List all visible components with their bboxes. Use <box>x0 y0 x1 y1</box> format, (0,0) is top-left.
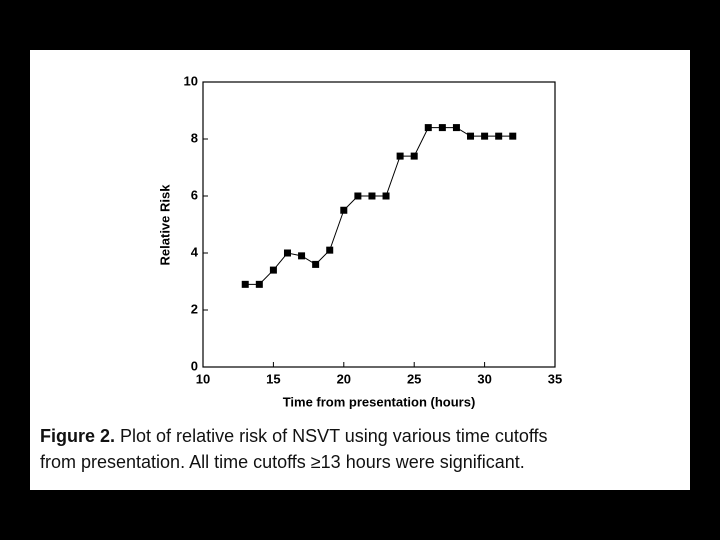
y-tick-label: 0 <box>191 358 198 373</box>
data-point <box>269 266 277 274</box>
data-point <box>467 132 475 140</box>
y-axis-label: Relative Risk <box>157 184 172 266</box>
data-point <box>255 280 263 288</box>
x-tick-label: 10 <box>196 371 210 386</box>
data-point <box>410 152 418 160</box>
data-point <box>509 132 517 140</box>
data-point <box>241 280 249 288</box>
caption-text: from presentation. All time cutoffs ≥13 … <box>40 452 525 472</box>
x-tick-label: 20 <box>337 371 351 386</box>
data-point <box>495 132 503 140</box>
data-point <box>340 206 348 214</box>
data-point <box>283 249 291 257</box>
data-point <box>396 152 404 160</box>
x-tick-label: 15 <box>266 371 280 386</box>
x-axis-label: Time from presentation (hours) <box>283 394 476 409</box>
x-tick-label: 35 <box>548 371 562 386</box>
data-point <box>438 124 446 132</box>
plot-frame <box>202 81 556 368</box>
data-point <box>382 192 390 200</box>
caption-label: Figure 2. <box>40 426 116 446</box>
x-tick-label: 25 <box>407 371 421 386</box>
data-line <box>245 127 513 285</box>
y-tick-label: 2 <box>191 301 198 316</box>
y-tick-label: 4 <box>191 244 199 259</box>
data-point <box>298 252 306 260</box>
data-point <box>368 192 376 200</box>
figure-panel <box>30 50 690 490</box>
data-point <box>424 124 432 132</box>
caption-line: Figure 2. Plot of relative risk of NSVT … <box>40 426 548 447</box>
caption-text: Plot of relative risk of NSVT using vari… <box>120 426 548 446</box>
y-tick-label: 6 <box>191 187 198 202</box>
data-point <box>354 192 362 200</box>
data-point <box>481 132 489 140</box>
y-tick-label: 8 <box>191 130 198 145</box>
data-point <box>312 260 320 268</box>
y-tick-label: 10 <box>184 73 198 88</box>
data-point <box>452 124 460 132</box>
x-tick-label: 30 <box>477 371 491 386</box>
data-point <box>326 246 334 254</box>
